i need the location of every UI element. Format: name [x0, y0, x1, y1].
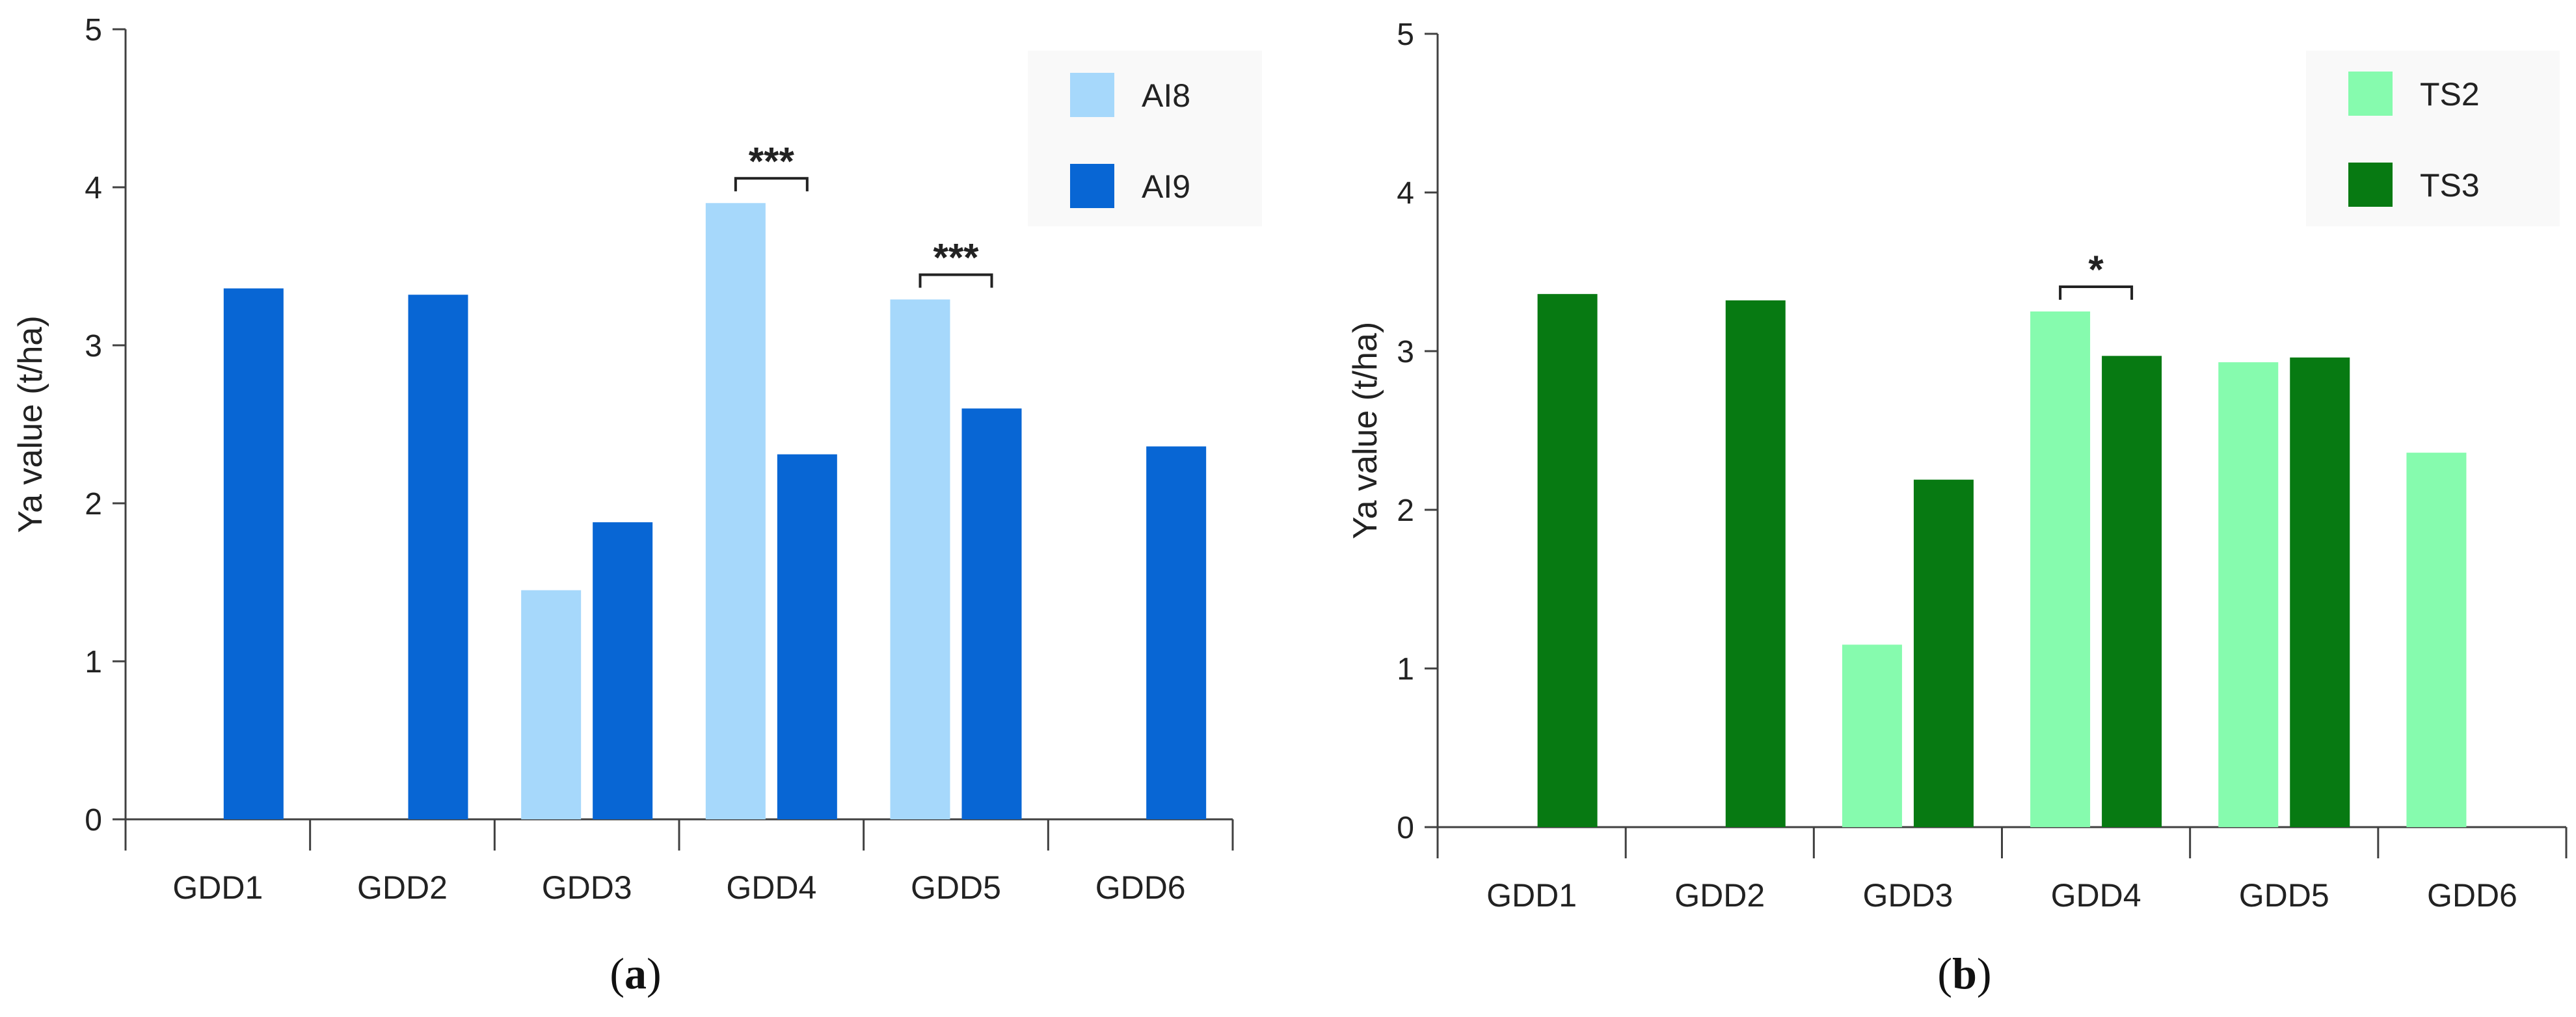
bar-ai8-gdd4	[705, 203, 766, 819]
legend-swatch-ai9	[1070, 164, 1114, 208]
y-tick-label: 2	[85, 487, 102, 522]
legend-label-ts3: TS3	[2420, 167, 2480, 204]
significance-bracket	[2059, 285, 2134, 300]
x-tick-label: GDD1	[172, 869, 263, 906]
bar-ai9-gdd6	[1146, 446, 1207, 819]
bar-ts3-gdd1	[1537, 294, 1598, 827]
bar-ai9-gdd3	[593, 522, 653, 819]
bar-ts2-gdd4	[2030, 311, 2091, 827]
y-axis-title: Ya value (t/ha)	[12, 315, 49, 533]
bar-ai8-gdd3	[521, 590, 582, 819]
significance-marker: ***	[933, 236, 979, 280]
x-tick-label: GDD6	[2427, 877, 2517, 914]
panel-label-a: (a)	[610, 949, 661, 998]
x-tick-label: GDD6	[1095, 869, 1186, 906]
legend-swatch-ts3	[2348, 163, 2393, 207]
bar-ai9-gdd1	[223, 288, 284, 819]
significance-marker: ***	[749, 139, 795, 183]
y-tick-label: 1	[1397, 652, 1414, 687]
bar-ts3-gdd4	[2102, 356, 2162, 827]
legend-swatch-ai8	[1070, 73, 1114, 117]
significance-bracket	[919, 273, 993, 288]
bar-ts2-gdd5	[2218, 362, 2279, 827]
x-tick-label: GDD1	[1486, 877, 1577, 914]
y-tick-label: 4	[85, 171, 102, 205]
y-tick-label: 4	[1397, 176, 1414, 211]
significance-marker: *	[2088, 248, 2104, 291]
y-tick-label: 2	[1397, 494, 1414, 528]
x-tick-label: GDD3	[542, 869, 632, 906]
y-tick-label: 0	[1397, 811, 1414, 845]
x-tick-label: GDD4	[2051, 877, 2141, 914]
chart-a: 0 1 2 3 4 5 Ya value (t/ha) GDD1 GDD2 GDD3 GDD4 GDD…	[12, 13, 1262, 906]
bar-ai9-gdd4	[777, 454, 837, 819]
y-tick-label: 3	[85, 329, 102, 363]
legend-background	[1028, 51, 1262, 226]
x-tick-label: GDD2	[1674, 877, 1765, 914]
legend-label-ts2: TS2	[2420, 76, 2480, 112]
y-tick-label: 0	[85, 803, 102, 838]
legend-label-ai9: AI9	[1142, 168, 1190, 205]
y-axis-title: Ya value (t/ha)	[1347, 322, 1384, 539]
y-tick-label: 3	[1397, 335, 1414, 369]
y-tick-label: 1	[85, 645, 102, 680]
bar-ts2-gdd3	[1842, 644, 1902, 827]
x-tick-label: GDD3	[1862, 877, 1953, 914]
chart-b: 0 1 2 3 4 5 Ya value (t/ha) GDD1 GDD2 GDD3 GDD4 GDD…	[1347, 18, 2568, 914]
bar-ts3-gdd2	[1725, 300, 1786, 827]
panel-label-b: (b)	[1937, 949, 1991, 998]
x-tick-label: GDD5	[2239, 877, 2329, 914]
x-tick-label: GDD4	[726, 869, 816, 906]
bar-ts2-gdd6	[2406, 453, 2467, 827]
bar-ai9-gdd2	[408, 295, 468, 819]
bar-ts3-gdd5	[2290, 357, 2350, 827]
x-tick-label: GDD5	[911, 869, 1001, 906]
bar-ts3-gdd3	[1913, 479, 1974, 827]
x-tick-label: GDD2	[357, 869, 448, 906]
bar-ai9-gdd5	[961, 408, 1022, 819]
legend-swatch-ts2	[2348, 72, 2393, 116]
legend-label-ai8: AI8	[1142, 77, 1190, 114]
y-tick-label: 5	[85, 13, 102, 47]
significance-bracket	[734, 177, 809, 192]
y-tick-label: 5	[1397, 18, 1414, 52]
bar-ai8-gdd5	[890, 299, 950, 819]
